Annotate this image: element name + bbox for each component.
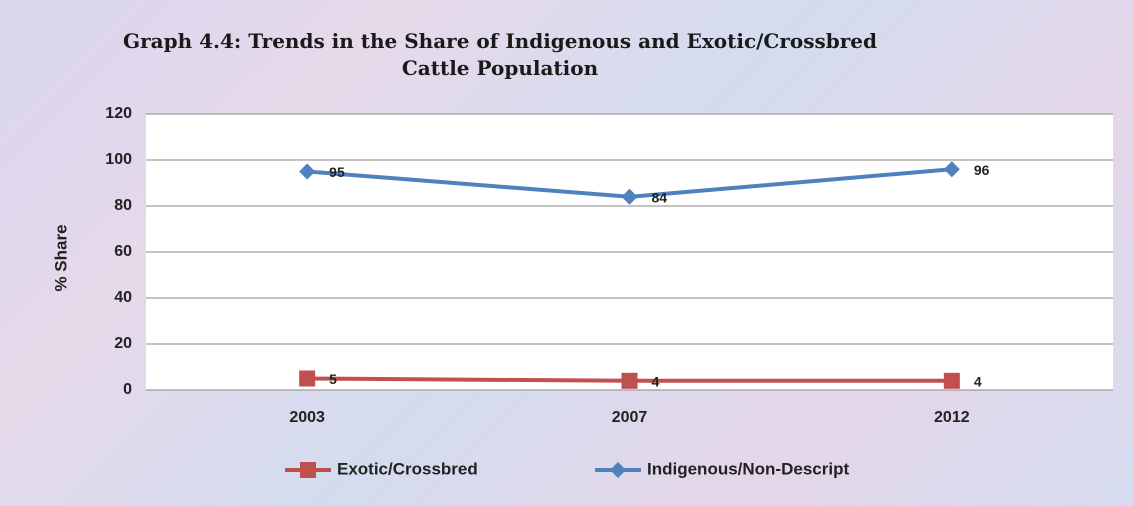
- data-label: 84: [652, 190, 668, 206]
- y-tick-label: 120: [105, 105, 132, 122]
- legend-label: Exotic/Crossbred: [337, 459, 478, 478]
- marker: [943, 161, 960, 178]
- y-tick-label: 60: [114, 243, 132, 260]
- marker: [943, 372, 960, 389]
- legend-label: Indigenous/Non-Descript: [647, 459, 849, 478]
- y-axis-label: % Share: [51, 224, 70, 291]
- y-tick-label: 80: [114, 197, 132, 214]
- y-tick-label: 0: [123, 381, 132, 398]
- marker: [299, 370, 316, 387]
- x-tick-label: 2007: [612, 409, 648, 426]
- data-label: 5: [329, 371, 337, 387]
- y-tick-label: 100: [105, 151, 132, 168]
- data-label: 96: [974, 162, 990, 178]
- y-tick-label: 20: [114, 335, 132, 352]
- x-tick-label: 2003: [289, 409, 325, 426]
- marker: [610, 462, 626, 478]
- data-label: 95: [329, 164, 345, 180]
- y-tick-label: 40: [114, 289, 132, 306]
- marker: [299, 163, 316, 180]
- chart-title: Graph 4.4: Trends in the Share of Indige…: [123, 29, 877, 80]
- x-tick-label: 2012: [934, 409, 970, 426]
- marker: [621, 372, 638, 389]
- marker: [300, 462, 316, 478]
- data-label: 4: [652, 374, 660, 390]
- data-label: 4: [974, 374, 982, 390]
- marker: [621, 188, 638, 205]
